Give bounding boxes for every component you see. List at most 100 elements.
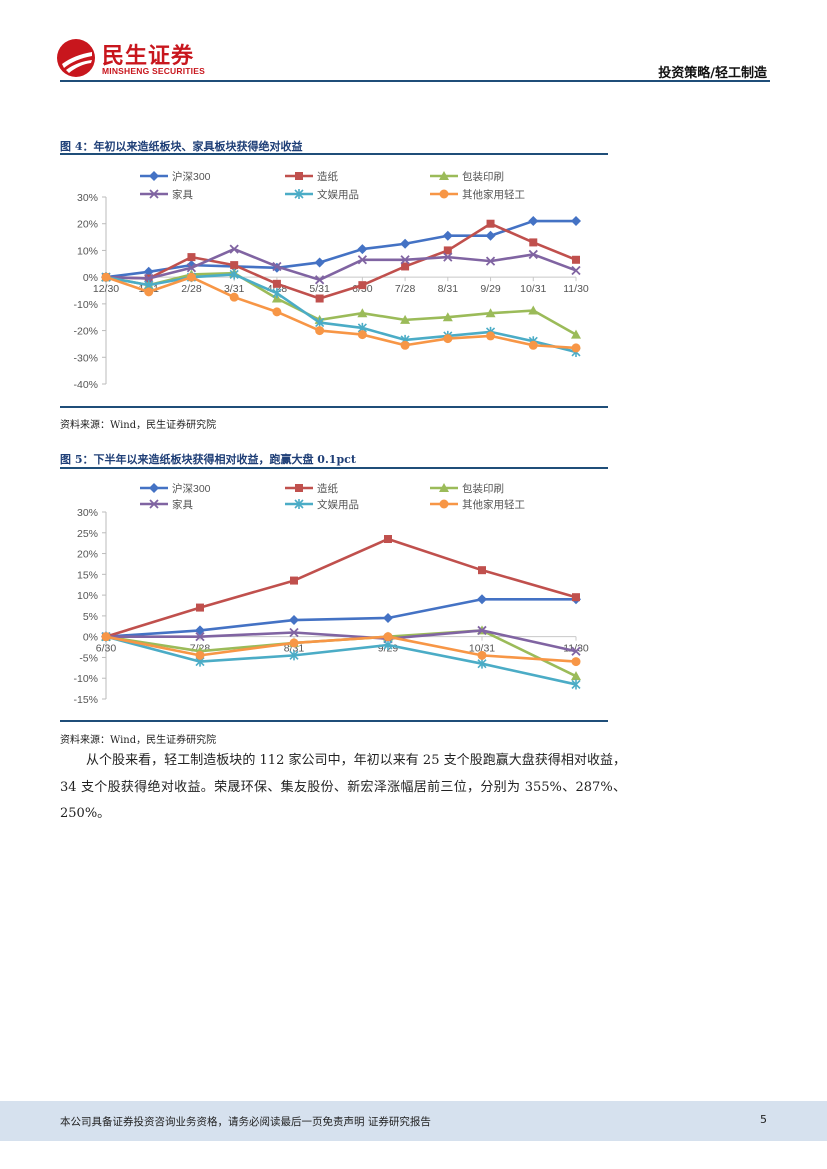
x-tick-label: 5/31 — [309, 283, 330, 295]
series-2 — [101, 268, 581, 339]
series-5 — [101, 632, 581, 667]
legend-label: 沪深300 — [172, 482, 211, 495]
series-line — [105, 635, 577, 663]
footer-disclaimer: 本公司具备证券投资咨询业务资格，请务必阅读最后一页免责声明 证券研究报告 — [60, 1116, 431, 1128]
data-point-5-31 — [314, 257, 325, 268]
y-tick-label: 0% — [83, 272, 98, 284]
legend-label: 包装印刷 — [462, 170, 504, 183]
data-point-7-28 — [400, 238, 411, 249]
y-tick-label: -20% — [73, 326, 98, 338]
series-line — [105, 219, 576, 279]
series-line — [106, 629, 577, 653]
data-point-2-28 — [186, 272, 196, 282]
data-point-4-28 — [272, 307, 282, 317]
legend-marker — [149, 171, 159, 181]
body-paragraph: 从个股来看，轻工制造板块的 112 家公司中，年初以来有 25 支个股跑赢大盘获… — [60, 753, 626, 821]
brand-name-en: MINSHENG SECURITIES — [102, 66, 205, 76]
data-point-9-29 — [485, 308, 496, 318]
legend-marker — [439, 499, 449, 509]
report-section: 投资策略/轻工制造 — [658, 66, 767, 81]
legend-marker — [439, 189, 449, 199]
data-point-8-31 — [290, 576, 298, 585]
data-point-6-30 — [357, 330, 367, 340]
data-point-7-28 — [195, 625, 205, 636]
x-tick-label: 6/30 — [96, 643, 117, 655]
data-point-9-29 — [383, 612, 393, 623]
brand-logo-icon — [57, 39, 95, 77]
series-2 — [101, 625, 581, 681]
series-line — [105, 222, 577, 300]
data-point-11-30 — [571, 671, 581, 681]
data-point-6-30 — [101, 632, 111, 642]
data-point-10-31 — [477, 650, 487, 660]
data-point-11-30 — [572, 593, 580, 602]
legend-item-5: 其他家用轻工 — [430, 188, 525, 201]
data-point-4-28 — [272, 261, 282, 272]
series-line — [105, 271, 577, 336]
page-number: 5 — [760, 1113, 767, 1126]
data-point-6-30 — [357, 244, 368, 255]
legend-item-0: 沪深300 — [140, 482, 211, 495]
legend-item-5: 其他家用轻工 — [430, 498, 525, 511]
data-point-9-29 — [485, 256, 496, 266]
data-point-9-29 — [486, 331, 496, 341]
y-tick-label: -10% — [73, 673, 98, 685]
data-point-9-29 — [383, 639, 393, 650]
legend-marker — [294, 499, 304, 509]
series-1 — [102, 535, 580, 641]
data-point-8-31 — [443, 252, 453, 262]
data-point-10-31 — [478, 566, 486, 575]
data-point-3-31 — [229, 269, 239, 280]
x-tick-label: 7/28 — [395, 283, 416, 295]
data-point-11-30 — [571, 216, 581, 227]
data-point-3-31 — [229, 292, 239, 302]
data-point-5-31 — [314, 275, 325, 285]
data-point-7-28 — [195, 650, 205, 660]
y-tick-label: -40% — [73, 379, 98, 391]
y-tick-label: -30% — [73, 352, 98, 364]
series-line — [105, 275, 577, 350]
legend-item-3: 家具 — [140, 498, 193, 511]
legend-label: 造纸 — [317, 482, 338, 495]
data-point-8-31 — [443, 334, 453, 344]
data-point-11-30 — [571, 679, 581, 690]
data-point-10-31 — [477, 658, 487, 669]
x-tick-label: 12/30 — [93, 283, 119, 295]
legend-marker — [295, 484, 303, 492]
data-point-7-28 — [400, 340, 410, 350]
legend-label: 文娱用品 — [317, 498, 359, 511]
series-5 — [101, 272, 581, 353]
figure-5-top-rule — [60, 467, 608, 469]
figure-5-bottom-rule — [60, 720, 608, 722]
x-tick-label: 11/30 — [563, 283, 589, 295]
data-point-10-31 — [528, 249, 538, 260]
legend-item-2: 包装印刷 — [430, 170, 504, 183]
legend-marker — [439, 483, 449, 492]
legend-item-1: 造纸 — [285, 482, 338, 495]
figure-4-source: 资料来源：Wind，民生证券研究院 — [60, 420, 217, 431]
x-tick-label: 8/31 — [284, 643, 305, 655]
x-tick-label: 3/31 — [224, 283, 245, 295]
x-tick-label: 11/30 — [563, 643, 589, 655]
y-tick-label: 0% — [83, 632, 98, 644]
series-1 — [102, 219, 580, 303]
series-0 — [101, 594, 581, 642]
data-point-11-30 — [571, 657, 581, 667]
y-tick-label: -10% — [73, 299, 98, 311]
data-point-7-28 — [195, 632, 205, 642]
header-divider — [60, 80, 770, 82]
series-3 — [101, 244, 581, 285]
page-footer: 本公司具备证券投资咨询业务资格，请务必阅读最后一页免责声明 证券研究报告 5 — [0, 1101, 827, 1141]
data-point-7-28 — [400, 314, 411, 324]
x-tick-label: 10/31 — [469, 643, 495, 655]
figure-4-top-rule — [60, 153, 608, 155]
data-point-4-28 — [272, 288, 282, 299]
x-tick-label: 8/31 — [438, 283, 459, 295]
legend-item-3: 家具 — [140, 188, 193, 201]
page-header: 民生证券 MINSHENG SECURITIES 投资策略/轻工制造 — [0, 0, 827, 90]
series-line — [105, 635, 577, 686]
data-point-7-28 — [401, 262, 410, 271]
data-point-6-30 — [358, 281, 367, 290]
